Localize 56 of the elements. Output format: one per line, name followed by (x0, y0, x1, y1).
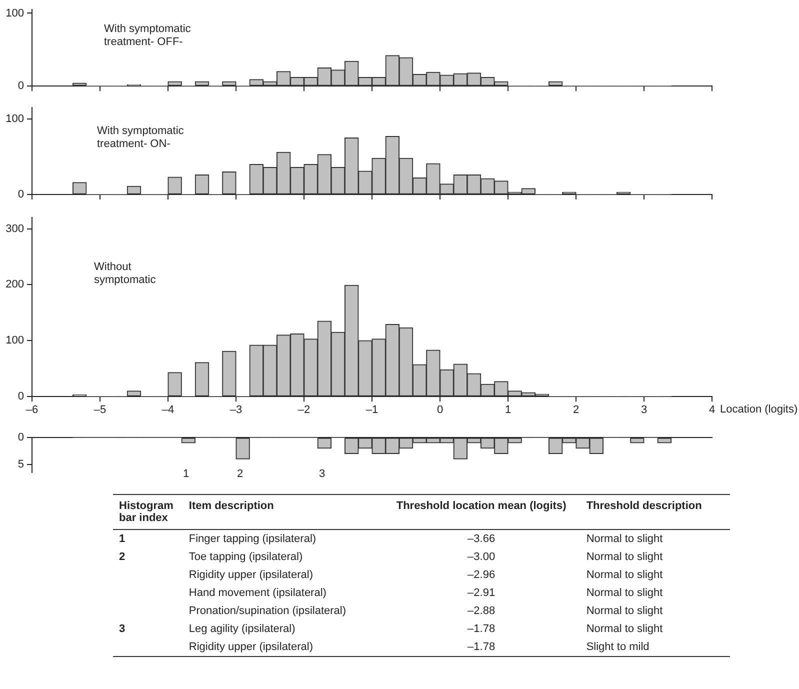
annotation: 2 (236, 468, 244, 480)
text: Rigidity upper (ipsilateral) (188, 569, 313, 581)
text: Normal to slight (586, 587, 663, 599)
text: 1 (119, 533, 126, 545)
x-tick-label: –6 (26, 404, 38, 416)
category-label: Item description (182, 494, 382, 530)
y-tick-label: 100 (6, 334, 24, 347)
y-tick-label: 100 (6, 112, 24, 125)
text: Normal to slight (586, 551, 663, 563)
text: With symptomatic treatment- ON- (97, 125, 184, 150)
y-tick-label: 0 (18, 80, 24, 92)
text: –3.66 (468, 533, 496, 545)
annotation: 3 (318, 468, 326, 480)
y-tick-label: 0 (18, 188, 24, 201)
text: 3 (119, 623, 126, 635)
x-tick-label: –5 (94, 404, 106, 416)
y-tick-label: 200 (6, 278, 24, 291)
x-tick-label: –2 (298, 404, 310, 416)
text: –2.91 (468, 587, 496, 599)
text: Leg agility (ipsilateral) (188, 623, 296, 635)
y-tick-label: 5 (18, 458, 24, 470)
text: Normal to slight (586, 569, 663, 581)
text: With symptomatic treatment- OFF- (104, 23, 192, 48)
category-label: Threshold location mean (logits) (382, 494, 580, 530)
text: –2.96 (468, 569, 496, 581)
text: Toe tapping (ipsilateral) (188, 551, 303, 563)
y-tick-label: 0 (18, 390, 24, 403)
text: 2 (119, 551, 126, 563)
x-tick-label: 2 (572, 404, 580, 416)
category-label: Histogram bar index (113, 494, 183, 530)
annotation: 1 (182, 468, 190, 480)
text: Slight to mild (586, 641, 650, 653)
x-tick-label: 4 (708, 404, 716, 416)
text: Pronation/supination (ipsilateral) (188, 605, 346, 617)
text: Without symptomatic (94, 261, 156, 286)
text: –2.88 (468, 605, 496, 617)
text: –1.78 (468, 641, 496, 653)
x-tick-label: 0 (436, 404, 444, 416)
text: Hand movement (ipsilateral) (188, 587, 326, 599)
x-tick-label: 1 (504, 404, 512, 416)
text: Normal to slight (586, 605, 663, 617)
text: Normal to slight (586, 623, 663, 635)
text: –1.78 (468, 623, 496, 635)
x-tick-label: –3 (230, 404, 242, 416)
y-tick-label: 300 (6, 222, 24, 235)
y-tick-label: 0 (18, 432, 24, 444)
text: Rigidity upper (ipsilateral) (188, 641, 313, 653)
x-tick-label: 3 (640, 404, 648, 416)
x-tick-label: –4 (162, 404, 174, 416)
category-label: Threshold description (580, 494, 730, 530)
y-tick-label: 100 (6, 7, 24, 20)
text: –3.00 (468, 551, 496, 563)
x-axis-title: Location (logits) (720, 404, 798, 416)
x-tick-label: –1 (366, 404, 378, 416)
text: Normal to slight (586, 533, 663, 545)
text: Finger tapping (ipsilateral) (188, 533, 316, 545)
